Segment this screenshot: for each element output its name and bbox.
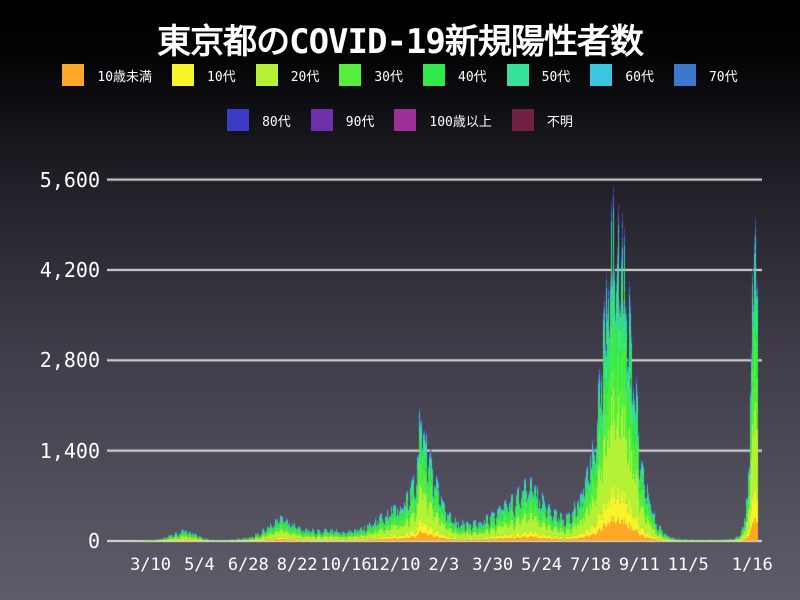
legend-swatch (172, 64, 195, 86)
y-tick-label: 2,800 (39, 348, 100, 373)
legend-item: 不明 (511, 109, 573, 131)
legend-label: 40代 (458, 69, 487, 85)
chart-title: 東京都のCOVID-19新規陽性者数 (157, 22, 644, 62)
legend-item: 100歳以上 (394, 109, 492, 131)
x-tick-label: 8/22 (276, 555, 318, 575)
x-tick-label: 1/16 (731, 555, 773, 575)
legend-label: 20代 (290, 69, 320, 85)
legend-label: 不明 (546, 114, 573, 130)
legend-item: 40代 (423, 64, 487, 86)
legend-swatch (673, 64, 696, 86)
x-tick-label: 5/24 (521, 555, 563, 575)
legend-swatch (506, 64, 529, 86)
legend-swatch (423, 64, 445, 86)
legend-swatch (511, 109, 534, 131)
x-tick-label: 9/11 (618, 555, 660, 575)
legend-row-2: 80代 90代 100歳以上 不明 (0, 109, 800, 131)
x-tick-label: 3/10 (130, 555, 172, 575)
legend-label: 10代 (207, 69, 236, 85)
y-tick-label: 1,400 (39, 438, 100, 463)
legend-label: 50代 (541, 69, 571, 85)
x-tick-label: 10/16 (320, 555, 372, 575)
legend-label: 80代 (262, 114, 291, 130)
x-tick-label: 11/5 (667, 555, 709, 575)
legend-item: 10代 (172, 64, 236, 86)
legend-label: 100歳以上 (429, 114, 492, 130)
legend-label: 30代 (374, 69, 403, 85)
legend-label: 90代 (345, 114, 375, 130)
legend-item: 20代 (255, 64, 320, 86)
y-tick-label: 5,600 (39, 167, 100, 192)
legend-row-1: 10歳未満 10代 20代 30代 40代 50代 60代 70代 (0, 64, 800, 86)
legend-swatch (255, 64, 278, 86)
legend-swatch (590, 64, 613, 86)
x-tick-label: 2/3 (428, 555, 460, 575)
y-tick-label: 4,200 (39, 257, 100, 282)
legend-item: 80代 (227, 109, 291, 131)
legend-label: 10歳未満 (97, 69, 153, 85)
x-tick-label: 5/4 (184, 555, 215, 575)
chart-canvas (107, 150, 762, 548)
legend-item: 30代 (339, 64, 403, 86)
legend-item: 50代 (506, 64, 571, 86)
legend-item: 70代 (673, 64, 738, 86)
x-tick-label: 6/28 (227, 555, 269, 575)
legend-label: 70代 (708, 69, 738, 85)
legend-swatch (310, 109, 333, 131)
legend-swatch (339, 64, 362, 86)
legend-swatch (394, 109, 417, 131)
x-tick-label: 3/30 (472, 555, 514, 575)
legend-item: 60代 (590, 64, 654, 86)
legend-swatch (62, 64, 85, 86)
x-tick-label: 7/18 (569, 555, 611, 575)
legend-item: 10歳未満 (62, 64, 152, 86)
legend-label: 60代 (625, 69, 654, 85)
legend-item: 90代 (310, 109, 375, 131)
y-tick-label: 0 (87, 529, 100, 553)
x-tick-label: 12/10 (369, 555, 421, 575)
legend-swatch (227, 109, 250, 131)
